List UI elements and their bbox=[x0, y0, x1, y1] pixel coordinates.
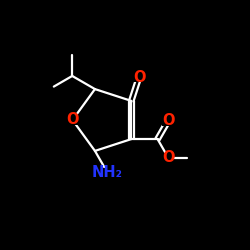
FancyBboxPatch shape bbox=[133, 72, 145, 82]
FancyBboxPatch shape bbox=[162, 116, 174, 126]
Text: O: O bbox=[66, 112, 79, 128]
Text: NH₂: NH₂ bbox=[92, 165, 123, 180]
Text: O: O bbox=[162, 150, 174, 165]
Text: O: O bbox=[162, 113, 174, 128]
Text: O: O bbox=[133, 70, 145, 84]
FancyBboxPatch shape bbox=[67, 115, 78, 125]
FancyBboxPatch shape bbox=[162, 152, 174, 162]
FancyBboxPatch shape bbox=[98, 168, 117, 177]
